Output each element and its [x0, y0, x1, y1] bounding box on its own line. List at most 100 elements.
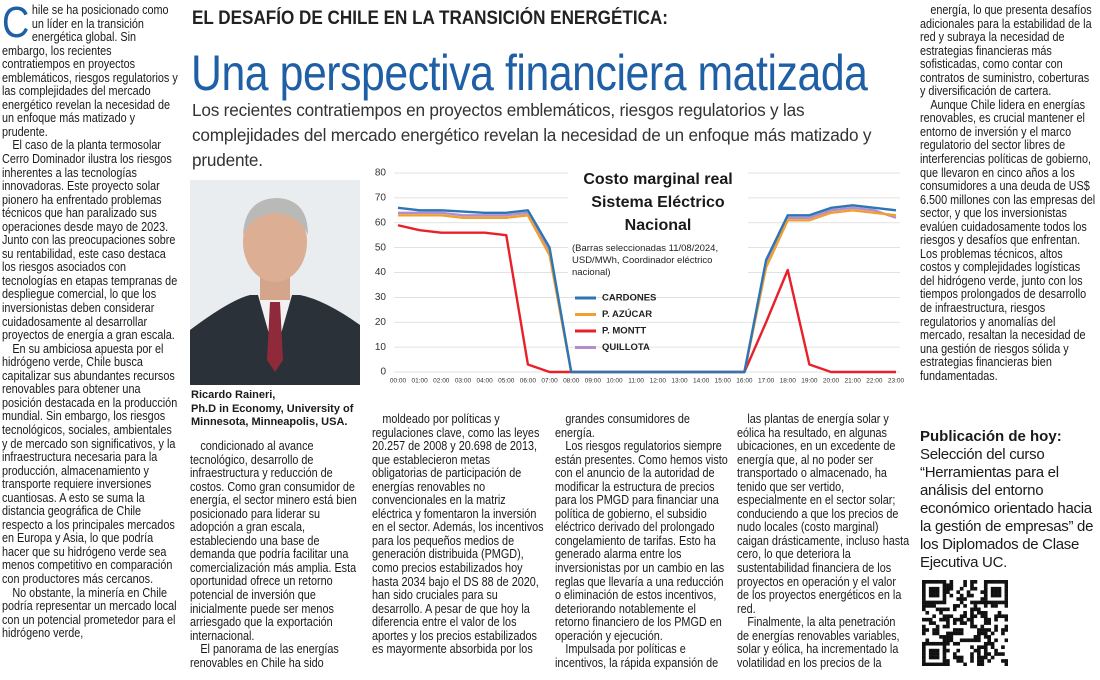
qr-module — [949, 614, 954, 619]
qr-module — [928, 586, 933, 591]
qr-module — [942, 662, 947, 666]
qr-module — [977, 655, 981, 660]
qr-module — [963, 621, 967, 625]
chart: 0 10 20 30 40 50 60 70 80 00:00 01:00 02:00 03:00 04:… — [375, 166, 905, 385]
paragraph: En su ambiciosa apuesta por el hidrógeno… — [2, 341, 178, 586]
qr-module — [946, 617, 950, 622]
qr-module — [952, 604, 957, 608]
x-tick-label: 08:00 — [563, 378, 580, 385]
qr-module — [922, 590, 926, 594]
qr-module — [1004, 600, 1008, 605]
qr-module — [946, 648, 950, 653]
qr-module — [963, 583, 967, 588]
qr-module — [942, 583, 947, 588]
paragraph: El caso de la planta termosolar Cerro Do… — [2, 138, 178, 343]
qr-module — [983, 590, 988, 594]
qr-module — [983, 583, 988, 588]
qr-module — [942, 586, 947, 591]
qr-module — [928, 604, 933, 608]
qr-module — [946, 641, 950, 646]
qr-module — [935, 590, 940, 594]
x-tick-label: 06:00 — [520, 378, 537, 385]
qr-module — [939, 600, 943, 605]
qr-module — [922, 648, 926, 653]
qr-module — [966, 638, 971, 643]
qr-module — [935, 580, 940, 584]
qr-module — [994, 614, 998, 619]
qr-module — [987, 659, 991, 663]
qr-module — [952, 628, 957, 632]
qr-module — [922, 607, 926, 612]
qr-module — [977, 610, 981, 615]
caption-credentials: Ph.D in Economy, University of Minnesota… — [191, 402, 354, 429]
qr-module — [935, 652, 940, 656]
qr-module — [973, 648, 978, 653]
paragraph: Los riesgos regulatorios siempre están p… — [555, 439, 728, 643]
qr-module — [997, 580, 1002, 584]
sidebar-text: Selección del curso “Herramientas para e… — [920, 446, 1094, 571]
text-column: moldeado por políticas y regulaciones cl… — [372, 413, 545, 672]
qr-module — [977, 631, 981, 636]
qr-module — [949, 638, 954, 643]
qr-module — [990, 631, 995, 636]
qr-module — [970, 659, 974, 663]
qr-module — [1004, 580, 1008, 584]
y-tick-label: 10 — [375, 342, 387, 353]
qr-module — [952, 652, 957, 656]
qr-module — [963, 610, 967, 615]
qr-module — [983, 580, 988, 584]
qr-module — [963, 614, 967, 619]
qr-module — [970, 645, 974, 649]
qr-module — [983, 652, 988, 656]
qr-module — [970, 638, 974, 643]
qr-module — [970, 586, 974, 591]
qr-module — [949, 583, 954, 588]
qr-module — [932, 593, 936, 598]
text-column: las plantas de energía solar y eólica ha… — [737, 413, 910, 672]
qr-module — [959, 614, 964, 619]
qr-module — [977, 635, 981, 639]
qr-module — [925, 617, 930, 622]
qr-module — [932, 628, 936, 632]
qr-module — [987, 638, 991, 643]
qr-module — [973, 624, 978, 629]
qr-module — [977, 648, 981, 653]
qr-module — [925, 662, 930, 666]
qr-module — [928, 621, 933, 625]
x-tick-label: 17:00 — [758, 378, 775, 385]
qr-module — [1004, 662, 1008, 666]
qr-module — [994, 580, 998, 584]
qr-module — [959, 600, 964, 605]
qr-module — [928, 600, 933, 605]
qr-module — [997, 600, 1002, 605]
qr-module — [970, 610, 974, 615]
qr-module — [963, 662, 967, 666]
qr-module — [956, 655, 961, 660]
qr-module — [959, 593, 964, 598]
qr-module — [942, 617, 947, 622]
photo-caption: Ricardo Raineri, Ph.D in Economy, Univer… — [191, 389, 363, 430]
qr-module — [942, 593, 947, 598]
paragraph: Chile se ha posicionado como un líder en… — [2, 4, 178, 139]
qr-module — [942, 638, 947, 643]
qr-module — [966, 590, 971, 594]
x-tick-label: 16:00 — [736, 378, 753, 385]
qr-module — [932, 655, 936, 660]
qr-module — [963, 638, 967, 643]
qr-module — [987, 621, 991, 625]
qr-module — [946, 590, 950, 594]
dek: Los recientes contratiempos en proyectos… — [192, 100, 872, 170]
qr-module — [932, 600, 936, 605]
x-tick-label: 12:00 — [650, 378, 667, 385]
qr-module — [935, 662, 940, 666]
qr-module — [987, 617, 991, 622]
qr-module — [946, 662, 950, 666]
qr-module — [987, 652, 991, 656]
qr-module — [949, 635, 954, 639]
qr-module — [983, 648, 988, 653]
qr-module — [980, 662, 985, 666]
qr-module — [990, 604, 995, 608]
qr-module — [949, 593, 954, 598]
qr-module — [925, 600, 930, 605]
qr-module — [970, 617, 974, 622]
